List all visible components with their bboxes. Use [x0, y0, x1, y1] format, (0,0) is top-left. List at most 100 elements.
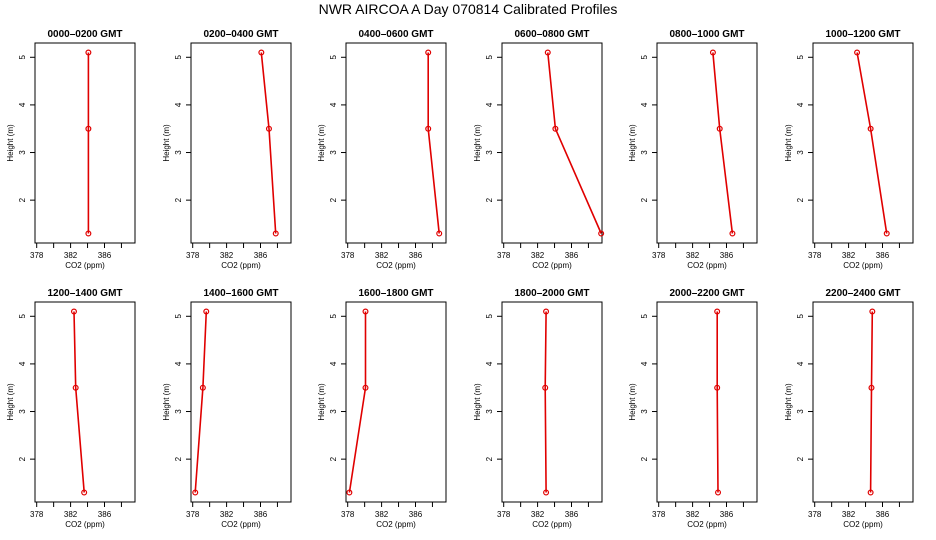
y-tick-label: 2	[174, 197, 183, 202]
x-tick-label: 378	[808, 251, 822, 260]
y-tick-label: 5	[174, 314, 183, 319]
x-tick-label: 382	[375, 510, 389, 519]
x-tick-label: 382	[64, 251, 78, 260]
y-axis-label: Height (m)	[162, 124, 171, 162]
data-point	[265, 125, 272, 132]
y-tick-label: 5	[640, 314, 649, 319]
y-axis-label: Height (m)	[162, 383, 171, 421]
y-tick-label: 3	[485, 150, 494, 155]
y-tick-label: 3	[640, 409, 649, 414]
plot-frame	[190, 42, 292, 244]
y-tick-label: 4	[485, 361, 494, 366]
y-tick-label: 5	[796, 55, 805, 60]
series-line	[869, 311, 874, 493]
y-tick-label: 4	[640, 102, 649, 107]
y-tick-label: 5	[174, 55, 183, 60]
plot-frame	[656, 42, 758, 244]
y-axis-label: Height (m)	[6, 124, 15, 162]
x-tick-label: 386	[409, 510, 423, 519]
x-tick-label: 382	[686, 510, 700, 519]
series-line	[712, 52, 734, 234]
data-point	[544, 49, 551, 56]
data-point	[715, 489, 722, 496]
x-axis-label: CO2 (ppm)	[376, 261, 416, 270]
y-tick-label: 5	[329, 314, 338, 319]
x-axis-label: CO2 (ppm)	[65, 520, 105, 529]
data-point	[85, 230, 92, 237]
profile-panel: 1200–1400 GMT 378 382 386 2 3 4 5 CO2 (ppm) Heigh…	[6, 288, 136, 529]
profile-panel: 1400–1600 GMT 378 382 386 2 3 4 5 CO2 (ppm) Heigh…	[162, 288, 292, 529]
y-tick-label: 3	[796, 409, 805, 414]
y-tick-label: 4	[18, 361, 27, 366]
x-tick-label: 382	[531, 251, 545, 260]
plot-frame	[345, 42, 447, 244]
y-tick-label: 5	[329, 55, 338, 60]
panel-title: 1200–1400 GMT	[47, 288, 122, 299]
y-axis-label: Height (m)	[6, 383, 15, 421]
profile-panel: 1800–2000 GMT 378 382 386 2 3 4 5 CO2 (ppm) Heigh…	[473, 288, 603, 529]
panel-title: 2000–2200 GMT	[669, 288, 744, 299]
x-tick-label: 382	[375, 251, 389, 260]
y-axis-label: Height (m)	[317, 383, 326, 421]
y-tick-label: 2	[796, 456, 805, 461]
data-point	[425, 49, 432, 56]
y-tick-label: 4	[329, 361, 338, 366]
x-tick-label: 378	[186, 251, 200, 260]
data-point	[714, 308, 721, 315]
panel-title: 1400–1600 GMT	[203, 288, 278, 299]
data-point	[543, 489, 550, 496]
series-line	[260, 52, 277, 234]
x-tick-label: 378	[808, 510, 822, 519]
x-tick-label: 382	[220, 251, 234, 260]
profile-panel: 1600–1800 GMT 378 382 386 2 3 4 5 CO2 (ppm) Heigh…	[317, 288, 447, 529]
data-point	[867, 125, 874, 132]
y-tick-label: 4	[796, 102, 805, 107]
data-point	[714, 384, 721, 391]
x-tick-label: 386	[565, 510, 579, 519]
profile-panel: 2200–2400 GMT 378 382 386 2 3 4 5 CO2 (ppm) Heigh…	[784, 288, 914, 529]
panel-title: 1800–2000 GMT	[514, 288, 589, 299]
profile-panel: 0600–0800 GMT 378 382 386 2 3 4 5 CO2 (ppm) Heigh…	[473, 29, 605, 270]
y-tick-label: 3	[485, 409, 494, 414]
x-axis-label: CO2 (ppm)	[843, 520, 883, 529]
y-tick-label: 3	[18, 150, 27, 155]
profile-panel: 0200–0400 GMT 378 382 386 2 3 4 5 CO2 (ppm) Heigh…	[162, 29, 292, 270]
y-tick-label: 5	[485, 55, 494, 60]
x-tick-label: 386	[254, 510, 268, 519]
y-tick-label: 5	[796, 314, 805, 319]
y-tick-label: 2	[485, 197, 494, 202]
x-tick-label: 378	[497, 251, 511, 260]
data-point	[258, 49, 265, 56]
y-tick-label: 5	[18, 55, 27, 60]
x-tick-label: 382	[842, 251, 856, 260]
x-tick-label: 386	[565, 251, 579, 260]
y-tick-label: 3	[174, 409, 183, 414]
profile-panel: 1000–1200 GMT 378 382 386 2 3 4 5 CO2 (ppm) Heigh…	[784, 29, 914, 270]
series-line	[73, 311, 85, 493]
data-point	[70, 308, 77, 315]
data-point	[709, 49, 716, 56]
panel-title: 0600–0800 GMT	[514, 29, 589, 40]
x-tick-label: 378	[652, 510, 666, 519]
x-tick-label: 382	[64, 510, 78, 519]
panel-title: 2200–2400 GMT	[825, 288, 900, 299]
data-point	[869, 308, 876, 315]
x-tick-label: 378	[30, 251, 44, 260]
data-point	[346, 489, 353, 496]
data-point	[542, 384, 549, 391]
data-point	[199, 384, 206, 391]
x-tick-label: 386	[876, 251, 890, 260]
series-line	[348, 311, 367, 493]
y-axis-label: Height (m)	[473, 124, 482, 162]
data-point	[729, 230, 736, 237]
y-tick-label: 5	[18, 314, 27, 319]
x-axis-label: CO2 (ppm)	[532, 520, 572, 529]
plot-frame	[34, 301, 136, 503]
data-point	[85, 49, 92, 56]
data-point	[716, 125, 723, 132]
plot-frame	[812, 42, 914, 244]
x-axis-label: CO2 (ppm)	[687, 261, 727, 270]
x-tick-label: 382	[220, 510, 234, 519]
plot-frame	[345, 301, 447, 503]
